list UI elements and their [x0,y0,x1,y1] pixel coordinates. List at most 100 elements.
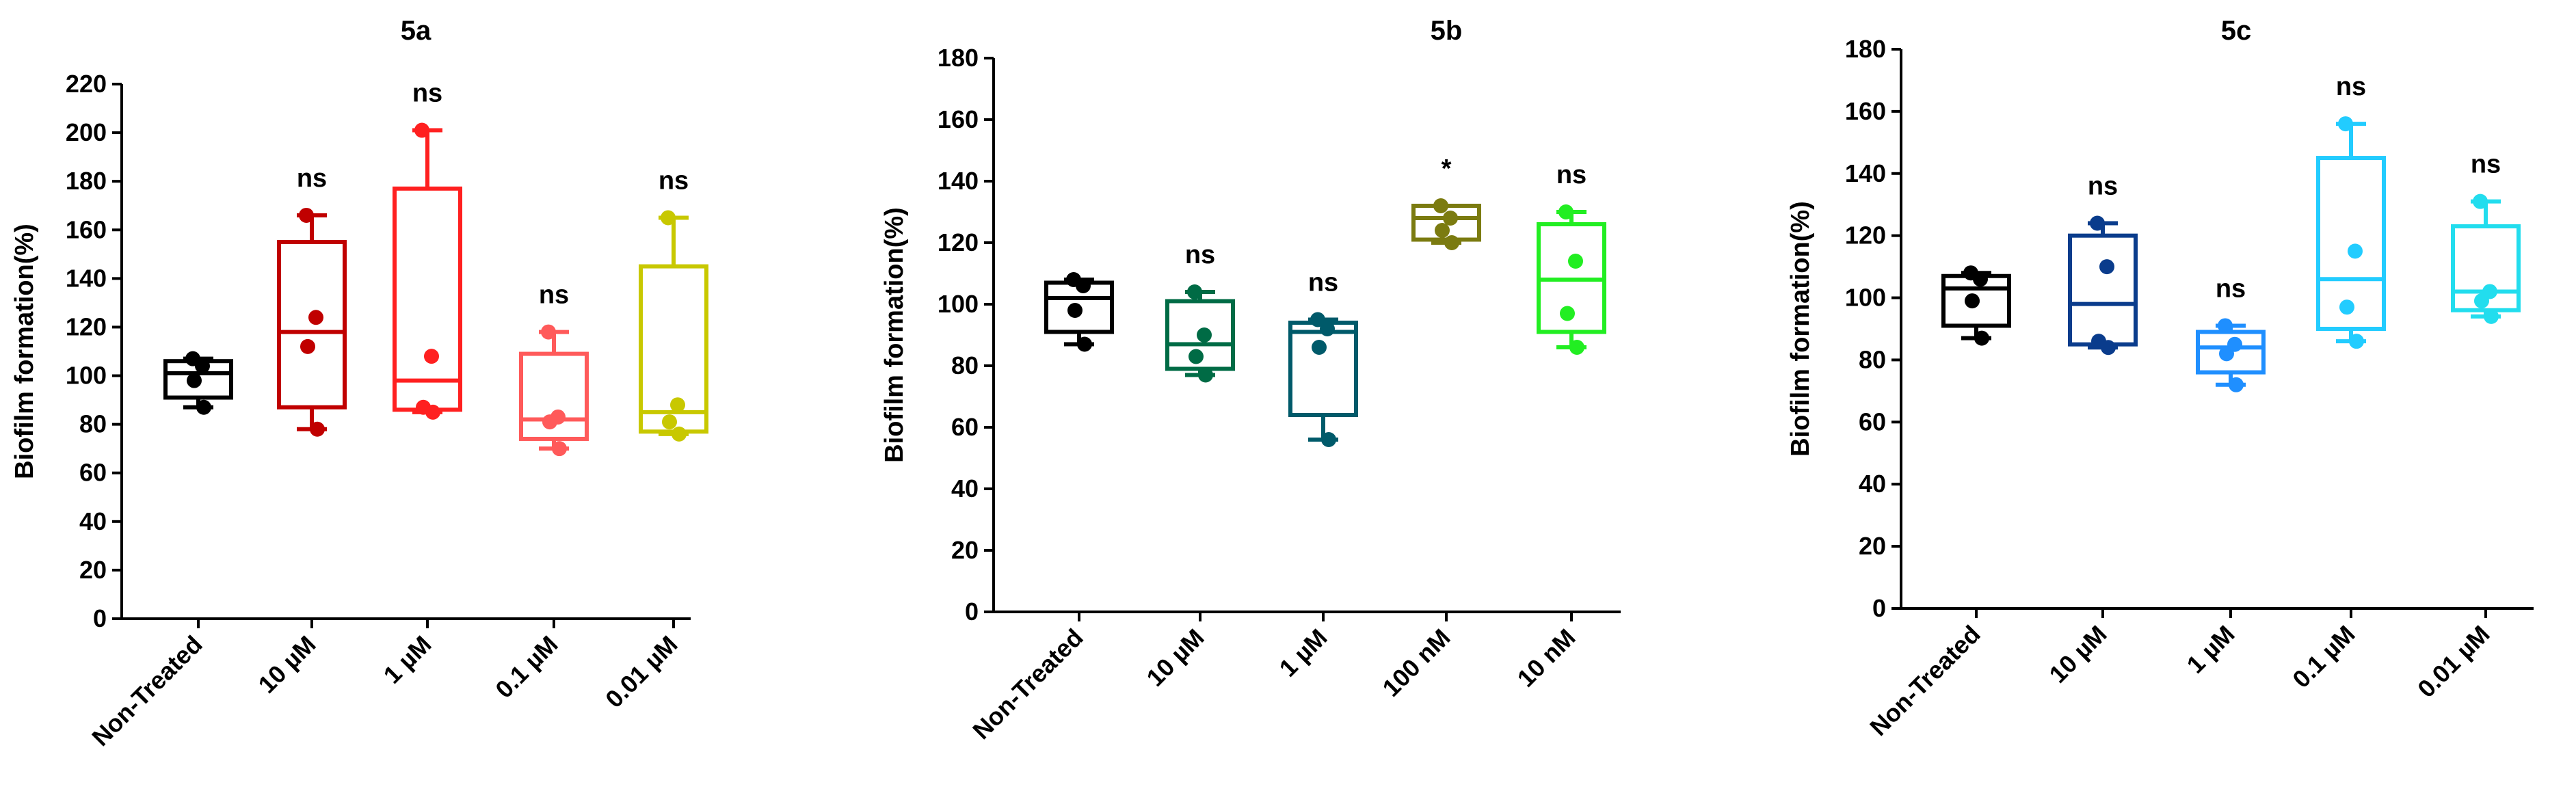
y-tick-label: 180 [1845,35,1886,63]
significance-label: ns [2471,150,2501,179]
box-iqr [1288,321,1358,417]
box-2 [393,122,462,420]
box-iqr [519,351,589,441]
box-1 [1165,284,1235,383]
significance-label: ns [1308,269,1338,297]
data-point [672,426,687,442]
box-0 [1941,265,2011,346]
y-tick-label: 220 [66,70,107,98]
y-tick-label: 140 [66,264,107,292]
category-label: 1 µM [1274,624,1333,682]
box-iqr [277,240,347,410]
data-point [425,404,440,420]
data-point [1077,336,1092,352]
y-tick-label: 80 [79,410,107,438]
data-point [2229,377,2244,392]
data-point [1973,271,1988,287]
data-point [2484,308,2499,324]
chart-panel-5b: 5b Biofilm formation(%) 0 20 40 60 80 100 120 140… [880,16,1621,745]
y-tick-label: 20 [1859,532,1886,560]
data-point [310,421,325,437]
significance-label: ns [659,167,689,196]
data-point [2349,334,2364,349]
chart-title: 5b [1431,16,1463,46]
chart-panel-5a: 5a Biofilm formation(%) 0 20 40 60 80 100 120 140… [10,16,708,751]
data-point [1444,235,1459,250]
data-point [2348,243,2363,259]
category-label: 1 µM [378,630,437,689]
data-point [1076,278,1091,293]
box-2 [2196,318,2266,392]
data-point [541,324,556,340]
data-point [552,441,567,457]
y-tick-label: 80 [951,351,979,379]
data-point [195,358,210,374]
y-tick-label: 60 [951,413,979,441]
significance-label: ns [1556,161,1586,189]
y-tick-label: 100 [1845,284,1886,312]
y-tick-label: 180 [66,167,107,195]
data-point [1198,367,1213,383]
box-1 [277,207,347,437]
data-point [1974,330,1989,346]
significance-label: ns [2336,72,2366,101]
significance-label: ns [297,164,327,193]
box-0 [1044,272,1114,352]
data-point [299,207,314,223]
data-point [414,122,429,138]
box-iqr [393,186,462,412]
data-point [542,414,557,430]
y-tick-label: 80 [1859,345,1886,373]
y-tick-label: 120 [66,312,107,340]
data-point [2218,318,2233,334]
category-label: 10 µM [1141,624,1209,692]
box-iqr [2196,330,2266,375]
category-label: 0.01 µM [2412,620,2495,703]
category-label: 100 nM [1377,624,1455,702]
chart-title: 5c [2221,16,2252,46]
data-point [1320,321,1335,336]
box-4 [2451,193,2521,324]
y-axis-title: Biofilm formation(%) [880,207,909,463]
chart-title: 5a [401,16,431,46]
y-tick-label: 20 [951,536,979,564]
data-point [2338,116,2353,132]
box-1 [2068,215,2138,356]
data-point [1568,254,1583,269]
data-point [2339,299,2354,315]
data-point [1560,306,1575,321]
y-tick-label: 0 [1872,594,1886,622]
category-label: Non-Treated [1864,620,1986,742]
y-tick-label: 180 [938,44,979,72]
category-label: 10 nM [1512,624,1581,693]
box-iqr [2316,156,2386,331]
data-point [670,397,685,413]
box-0 [163,351,233,415]
y-tick-label: 200 [66,118,107,146]
significance-label: * [1442,155,1452,183]
y-tick-label: 40 [951,474,979,502]
box-3 [2316,116,2386,349]
y-tick-label: 140 [938,167,979,195]
chart-panel-5c: 5c Biofilm formation(%) 0 20 40 60 80 100 120 140… [1786,16,2534,741]
data-point [2473,193,2488,209]
data-point [1558,204,1574,219]
data-point [662,414,677,430]
box-4 [1537,204,1606,355]
significance-label: ns [412,79,442,108]
data-point [2474,293,2489,309]
category-label: Non-Treated [967,624,1089,745]
y-axis-title: Biofilm formation(%) [1786,201,1815,457]
category-label: 0.1 µM [490,630,563,703]
data-point [2101,340,2116,356]
data-point [300,338,315,354]
data-point [1067,303,1083,318]
y-axis-title: Biofilm formation(%) [10,224,39,479]
y-tick-label: 60 [79,459,107,487]
box-iqr [2068,233,2138,347]
box-iqr [1165,299,1235,371]
y-tick-label: 120 [1845,222,1886,250]
data-point [308,310,323,325]
data-point [1321,432,1336,447]
